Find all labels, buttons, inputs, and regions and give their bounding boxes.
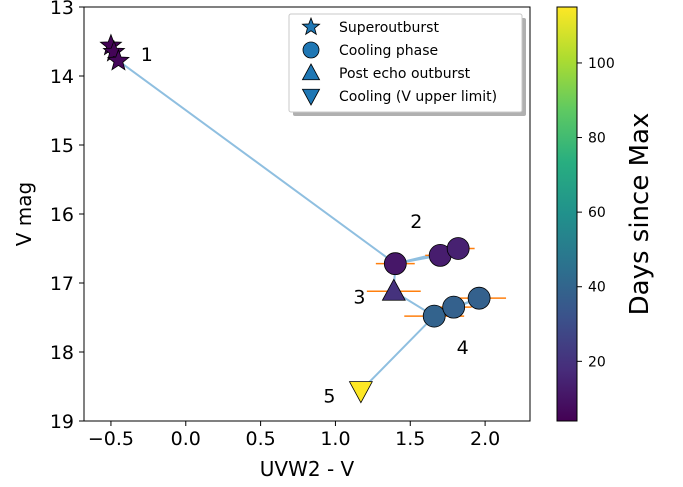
y-tick-label: 16 [50,204,74,226]
data-point-star [106,48,130,71]
legend-label: Cooling phase [339,43,438,59]
colorbar-gradient [556,6,578,422]
legend-marker-circle [302,41,320,59]
y-tick-label: 13 [50,0,74,19]
y-tick-label: 17 [50,273,74,295]
point-annotation: 4 [457,337,469,359]
point-annotation: 2 [410,211,422,233]
plot-area: 1 2 3 4 5 [99,33,507,407]
x-tick-label: −0.5 [88,428,134,450]
colorbar-tick-label: 40 [588,280,606,296]
legend-marker-star [301,16,321,36]
point-annotation: 3 [353,287,365,309]
point-annotation: 1 [141,44,153,66]
data-point-triangle-down [348,381,373,404]
legend-label: Post echo outburst [339,66,471,82]
colorbar-tick-label: 60 [588,205,606,221]
colorbar-tick-label: 80 [588,131,606,147]
legend-marker-triangle-down [301,88,321,106]
data-point-circle [383,252,407,276]
y-axis-label: V mag [12,182,36,246]
colorbar: 20 40 60 80 100 Days since Max [556,6,655,422]
legend-label: Cooling (V upper limit) [339,89,497,105]
legend: Superoutburst Cooling phase Post echo outb… [288,13,526,116]
colorbar-label: Days since Max [625,113,655,316]
colorbar-tick-label: 20 [588,354,606,370]
y-tick-label: 19 [50,411,74,433]
x-tick-label: 1.0 [320,428,350,450]
x-tick-label: 2.0 [470,428,500,450]
data-point-star [102,39,126,62]
y-tick-label: 14 [50,66,74,88]
y-tick-label: 15 [50,135,74,157]
x-axis-label: UVW2 - V [260,457,355,481]
data-point-circle [446,237,470,260]
point-annotation: 5 [323,385,335,407]
data-point-circle [442,295,466,319]
y-tick-label: 18 [50,342,74,364]
colorbar-tick-label: 100 [588,56,615,72]
x-tick-label: 1.5 [395,428,425,450]
x-tick-label: 0.5 [245,428,275,450]
legend-label: Superoutburst [339,20,439,36]
data-point-circle [422,304,446,328]
legend-box [288,13,523,113]
data-point-circle [467,286,491,310]
x-tick-label: 0.0 [171,428,201,450]
legend-marker-triangle-up [301,63,321,81]
data-point-triangle-up [381,278,406,301]
